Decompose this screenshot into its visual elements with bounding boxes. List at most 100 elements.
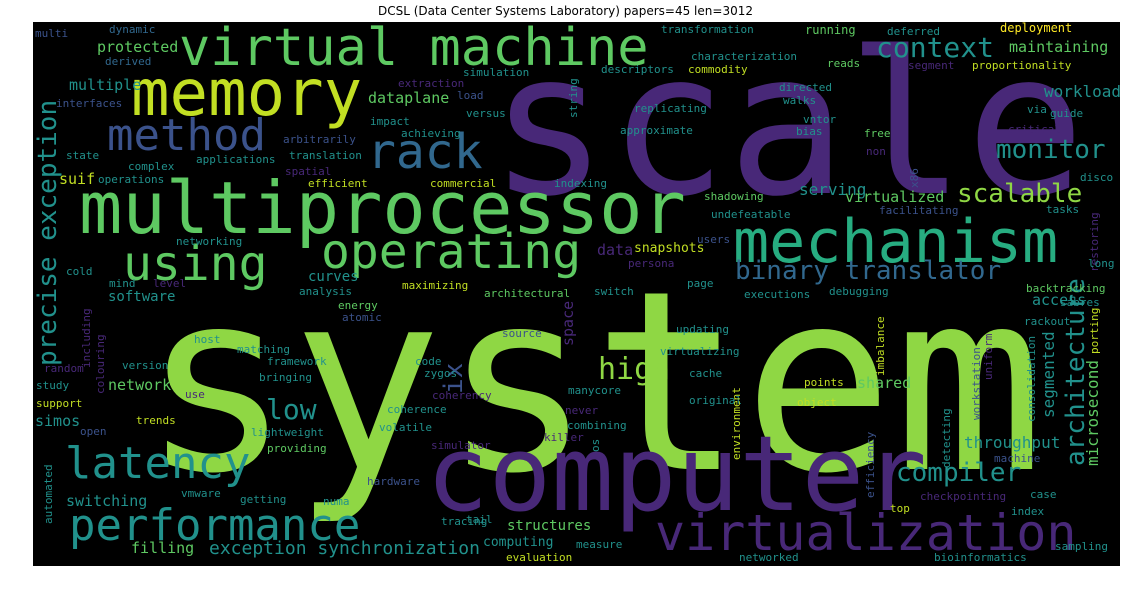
word-mind: mind: [109, 277, 136, 290]
word-random: random: [44, 362, 84, 375]
word-version: version: [122, 359, 169, 372]
word-derived: derived: [105, 55, 152, 68]
word-index: index: [1011, 505, 1045, 518]
word-network: network: [108, 376, 172, 394]
word-bias: bias: [796, 125, 823, 138]
word-multi: multi: [35, 27, 69, 40]
word-manycore: manycore: [568, 384, 621, 397]
word-sabres: sabres: [1060, 296, 1100, 309]
word-reads: reads: [827, 57, 861, 70]
word-users: users: [697, 233, 731, 246]
word-energy: energy: [338, 299, 378, 312]
word-running: running: [805, 23, 856, 37]
word-x86: x86: [908, 168, 921, 188]
word-architectural: architectural: [484, 287, 571, 300]
word-rackout: rackout: [1024, 315, 1071, 328]
word-space: space: [559, 300, 577, 346]
word-complex: complex: [128, 160, 175, 173]
word-analysis: analysis: [299, 285, 352, 298]
word-virtualized: virtualized: [845, 188, 945, 206]
word-data: data: [597, 241, 634, 259]
word-virtualization: virtualization: [655, 504, 1077, 562]
word-object: object: [797, 396, 837, 409]
word-suif: suif: [59, 170, 96, 188]
word-state: state: [66, 149, 100, 162]
word-os: os: [589, 438, 602, 452]
word-use: use: [185, 388, 205, 401]
word-segmented: segmented: [1039, 331, 1058, 418]
word-points: points: [804, 376, 844, 389]
word-including: including: [80, 308, 93, 368]
word-workload: workload: [1044, 82, 1120, 101]
word-framework: framework: [267, 355, 327, 368]
word-serving: serving: [799, 180, 867, 199]
word-original: original: [689, 394, 742, 407]
word-directed: directed: [779, 81, 832, 94]
word-maintaining: maintaining: [1009, 38, 1109, 56]
word-rack: rack: [367, 124, 483, 180]
word-dynamic: dynamic: [109, 23, 156, 36]
word-context: context: [876, 31, 995, 64]
word-filling: filling: [131, 539, 195, 557]
word-porting: porting: [1088, 307, 1101, 354]
word-open: open: [80, 425, 107, 438]
word-checkpointing: checkpointing: [920, 490, 1007, 503]
word-critical: critical: [1008, 123, 1061, 136]
word-load: load: [457, 89, 484, 102]
word-simos: simos: [35, 412, 81, 430]
word-string: string: [567, 78, 580, 118]
word-zygos: zygos: [424, 367, 458, 380]
word-software: software: [108, 289, 176, 305]
word-host: host: [194, 333, 221, 346]
word-efficiency: efficiency: [864, 431, 877, 498]
word-free: free: [864, 127, 891, 140]
word-computer: computer: [426, 413, 927, 535]
word-non: non: [866, 145, 886, 158]
word-case: case: [1030, 488, 1057, 501]
word-impact: impact: [370, 115, 410, 128]
word-operations: operations: [98, 173, 165, 186]
word-performance: performance: [69, 500, 361, 551]
word-applications: applications: [196, 153, 276, 166]
word-colouring: colouring: [94, 334, 107, 394]
word-automated: automated: [42, 464, 55, 524]
word-arbitrarily: arbitrarily: [283, 133, 356, 146]
word-commodity: commodity: [688, 63, 748, 76]
word-via: via: [1027, 103, 1047, 116]
word-dataplane: dataplane: [368, 89, 450, 107]
word-method: method: [107, 110, 266, 161]
word-characterization: characterization: [691, 50, 797, 63]
word-precise-exception: precise exception: [33, 99, 63, 366]
word-snapshots: snapshots: [634, 241, 705, 256]
word-killer: killer: [544, 431, 584, 444]
word-networked: networked: [739, 551, 799, 564]
word-maximizing: maximizing: [402, 279, 469, 292]
word-undefeatable: undefeatable: [711, 208, 791, 221]
word-measure: measure: [576, 538, 623, 551]
word-atomic: atomic: [342, 311, 382, 324]
word-commercial: commercial: [430, 177, 497, 190]
word-monitor: monitor: [996, 135, 1106, 165]
word-bioinformatics: bioinformatics: [934, 551, 1027, 564]
word-sampling: sampling: [1055, 540, 1108, 553]
word-extraction: extraction: [398, 77, 465, 90]
word-scalable: scalable: [957, 179, 1083, 209]
word-compiler: compiler: [896, 458, 1022, 488]
word-indexing: indexing: [554, 177, 607, 190]
word-deferred: deferred: [887, 25, 940, 38]
word-trends: trends: [136, 414, 176, 427]
word-providing: providing: [267, 442, 327, 455]
word-volatile: volatile: [379, 421, 432, 434]
word-versus: versus: [466, 107, 506, 120]
word-system: system: [141, 237, 1045, 528]
word-facilitating: facilitating: [879, 204, 959, 217]
word-efficient: efficient: [308, 177, 368, 190]
word-scale: scale: [489, 22, 1086, 240]
word-bringing: bringing: [259, 371, 312, 384]
word-multiprocessor: multiprocessor: [79, 166, 686, 250]
word-study: study: [36, 379, 70, 392]
word-interfaces: interfaces: [56, 97, 123, 110]
word-long: long: [1088, 257, 1115, 270]
word-code: code: [415, 355, 442, 368]
word-numa: numa: [323, 495, 350, 508]
